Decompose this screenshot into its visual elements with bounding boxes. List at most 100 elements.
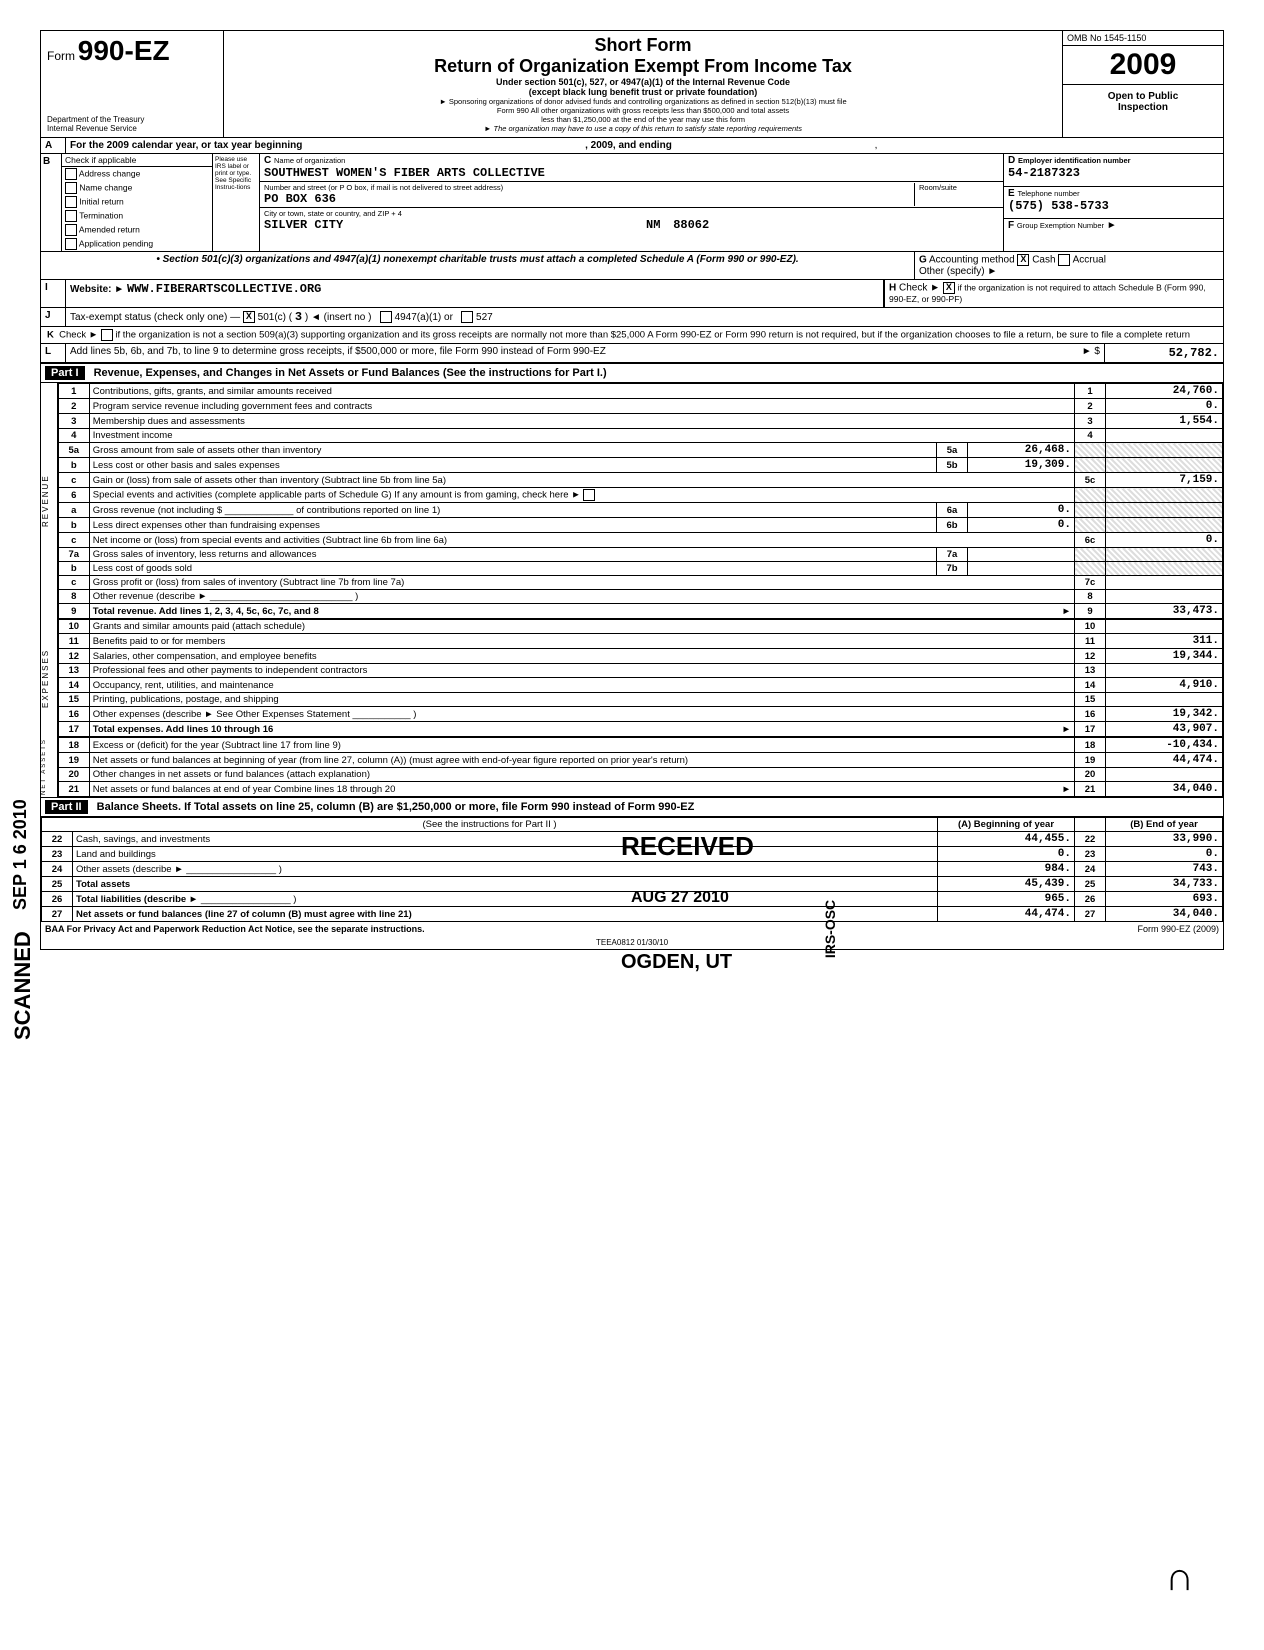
line5a-sub: 26,468. <box>968 443 1075 458</box>
bs26b: 693. <box>1106 892 1223 907</box>
bs27b: 34,040. <box>1106 907 1223 922</box>
line10-amt <box>1106 620 1223 634</box>
form-number: 990-EZ <box>78 35 170 66</box>
info-block: B Check if applicable Address change Nam… <box>41 154 1223 252</box>
line-k-row: K Check ► if the organization is not a s… <box>41 327 1223 344</box>
phone: (575) 538-5733 <box>1008 199 1109 213</box>
line17-amt: 43,907. <box>1106 722 1223 737</box>
line21-amt: 34,040. <box>1106 782 1223 797</box>
baa-notice: BAA For Privacy Act and Paperwork Reduct… <box>45 924 425 934</box>
signature-mark: ∩ <box>1165 1553 1194 1600</box>
line7c-amt <box>1106 576 1223 590</box>
header-right: OMB No 1545-1150 2009 Open to Public Ins… <box>1063 31 1223 137</box>
line-i-row: I Website: ► WWW.FIBERARTSCOLLECTIVE.ORG… <box>41 280 1223 308</box>
chk-address-change[interactable] <box>65 168 77 180</box>
vertical-assets: NET ASSETS <box>41 737 57 797</box>
bs24a: 984. <box>938 862 1075 877</box>
stamp-sep: SEP 1 6 2010 <box>10 799 31 910</box>
form-code-footer: Form 990-EZ (2009) <box>1137 924 1219 934</box>
org-zip: 88062 <box>673 218 709 232</box>
bs22b: 33,990. <box>1106 832 1223 847</box>
part1-expenses-table: 10Grants and similar amounts paid (attac… <box>58 619 1223 737</box>
line-l-row: L Add lines 5b, 6b, and 7b, to line 9 to… <box>41 344 1223 363</box>
chk-name-change[interactable] <box>65 182 77 194</box>
part1-header: Part I Revenue, Expenses, and Changes in… <box>41 363 1223 383</box>
chk-cash[interactable]: X <box>1017 254 1029 266</box>
box-b: Check if applicable Address change Name … <box>62 154 213 251</box>
dept-treasury: Department of the Treasury <box>47 115 217 124</box>
bs26a: 965. <box>938 892 1075 907</box>
org-address: PO BOX 636 <box>264 192 914 206</box>
part2-table: (See the instructions for Part II ) (A) … <box>41 817 1223 922</box>
bs23a: 0. <box>938 847 1075 862</box>
note4: ► The organization may have to use a cop… <box>230 124 1056 133</box>
footer-code: TEEA0812 01/30/10 <box>41 936 1223 949</box>
dept-irs: Internal Revenue Service <box>47 124 217 133</box>
section-gh-row: • Section 501(c)(3) organizations and 49… <box>41 252 1223 280</box>
line7b-sub <box>968 562 1075 576</box>
chk-527[interactable] <box>461 311 473 323</box>
box-b-label: Check if applicable <box>62 154 212 167</box>
box-c: C Name of organization SOUTHWEST WOMEN'S… <box>260 154 1003 251</box>
form-prefix: Form <box>47 49 75 63</box>
info-right: D Employer identification number 54-2187… <box>1003 154 1223 251</box>
part2-header: Part II Balance Sheets. If Total assets … <box>41 797 1223 817</box>
org-city: SILVER CITY <box>264 218 343 232</box>
line13-amt <box>1106 664 1223 678</box>
chk-accrual[interactable] <box>1058 254 1070 266</box>
header-row: Form 990-EZ Department of the Treasury I… <box>41 31 1223 138</box>
line-a-text: For the 2009 calendar year, or tax year … <box>70 140 302 151</box>
part1-table: 1Contributions, gifts, grants, and simil… <box>58 383 1223 619</box>
bs25b: 34,733. <box>1106 877 1223 892</box>
note1: ► Sponsoring organizations of donor advi… <box>230 97 1056 106</box>
line19-amt: 44,474. <box>1106 753 1223 768</box>
chk-gaming[interactable] <box>583 489 595 501</box>
stamp-irs: IRS-OSC <box>822 900 838 958</box>
line16-amt: 19,342. <box>1106 707 1223 722</box>
org-state: NM <box>646 218 660 232</box>
chk-initial-return[interactable] <box>65 196 77 208</box>
line5c-amt: 7,159. <box>1106 473 1223 488</box>
header-mid: Short Form Return of Organization Exempt… <box>224 31 1063 137</box>
website: WWW.FIBERARTSCOLLECTIVE.ORG <box>127 282 321 296</box>
stamp-ogden: OGDEN, UT <box>621 951 732 974</box>
header-left: Form 990-EZ Department of the Treasury I… <box>41 31 224 137</box>
chk-amended[interactable] <box>65 224 77 236</box>
line5b-sub: 19,309. <box>968 458 1075 473</box>
line6a-sub: 0. <box>968 503 1075 518</box>
inspection: Inspection <box>1065 102 1221 113</box>
bs25a: 45,439. <box>938 877 1075 892</box>
section-note: • Section 501(c)(3) organizations and 49… <box>45 254 910 265</box>
line-j-row: J Tax-exempt status (check only one) — X… <box>41 308 1223 327</box>
bs22a: 44,455. <box>938 832 1075 847</box>
line6b-sub: 0. <box>968 518 1075 533</box>
org-name: SOUTHWEST WOMEN'S FIBER ARTS COLLECTIVE <box>264 166 999 180</box>
line-a-row: A For the 2009 calendar year, or tax yea… <box>41 138 1223 154</box>
line7a-sub <box>968 548 1075 562</box>
open-to-public: Open to Public <box>1065 91 1221 102</box>
line9-amt: 33,473. <box>1106 604 1223 619</box>
line11-amt: 311. <box>1106 634 1223 649</box>
line-a-end: , 2009, and ending <box>585 140 672 151</box>
part1-assets-table: 18Excess or (deficit) for the year (Subt… <box>58 737 1223 797</box>
vertical-revenue: REVENUE <box>41 383 57 619</box>
form-990ez-container: Form 990-EZ Department of the Treasury I… <box>40 30 1224 950</box>
chk-501c[interactable]: X <box>243 311 255 323</box>
chk-pending[interactable] <box>65 238 77 250</box>
line8-amt <box>1106 590 1223 604</box>
bs23b: 0. <box>1106 847 1223 862</box>
chk-termination[interactable] <box>65 210 77 222</box>
line12-amt: 19,344. <box>1106 649 1223 664</box>
line20-amt <box>1106 768 1223 782</box>
chk-4947[interactable] <box>380 311 392 323</box>
chk-k[interactable] <box>101 329 113 341</box>
line15-amt <box>1106 693 1223 707</box>
chk-schedule-b[interactable]: X <box>943 282 955 294</box>
line1-amt: 24,760. <box>1106 384 1223 399</box>
bs27a: 44,474. <box>938 907 1075 922</box>
omb-number: OMB No 1545-1150 <box>1063 31 1223 46</box>
stamp-scanned: SCANNED <box>10 931 36 1040</box>
bs24b: 743. <box>1106 862 1223 877</box>
subtitle2: (except black lung benefit trust or priv… <box>230 87 1056 97</box>
line6c-amt: 0. <box>1106 533 1223 548</box>
